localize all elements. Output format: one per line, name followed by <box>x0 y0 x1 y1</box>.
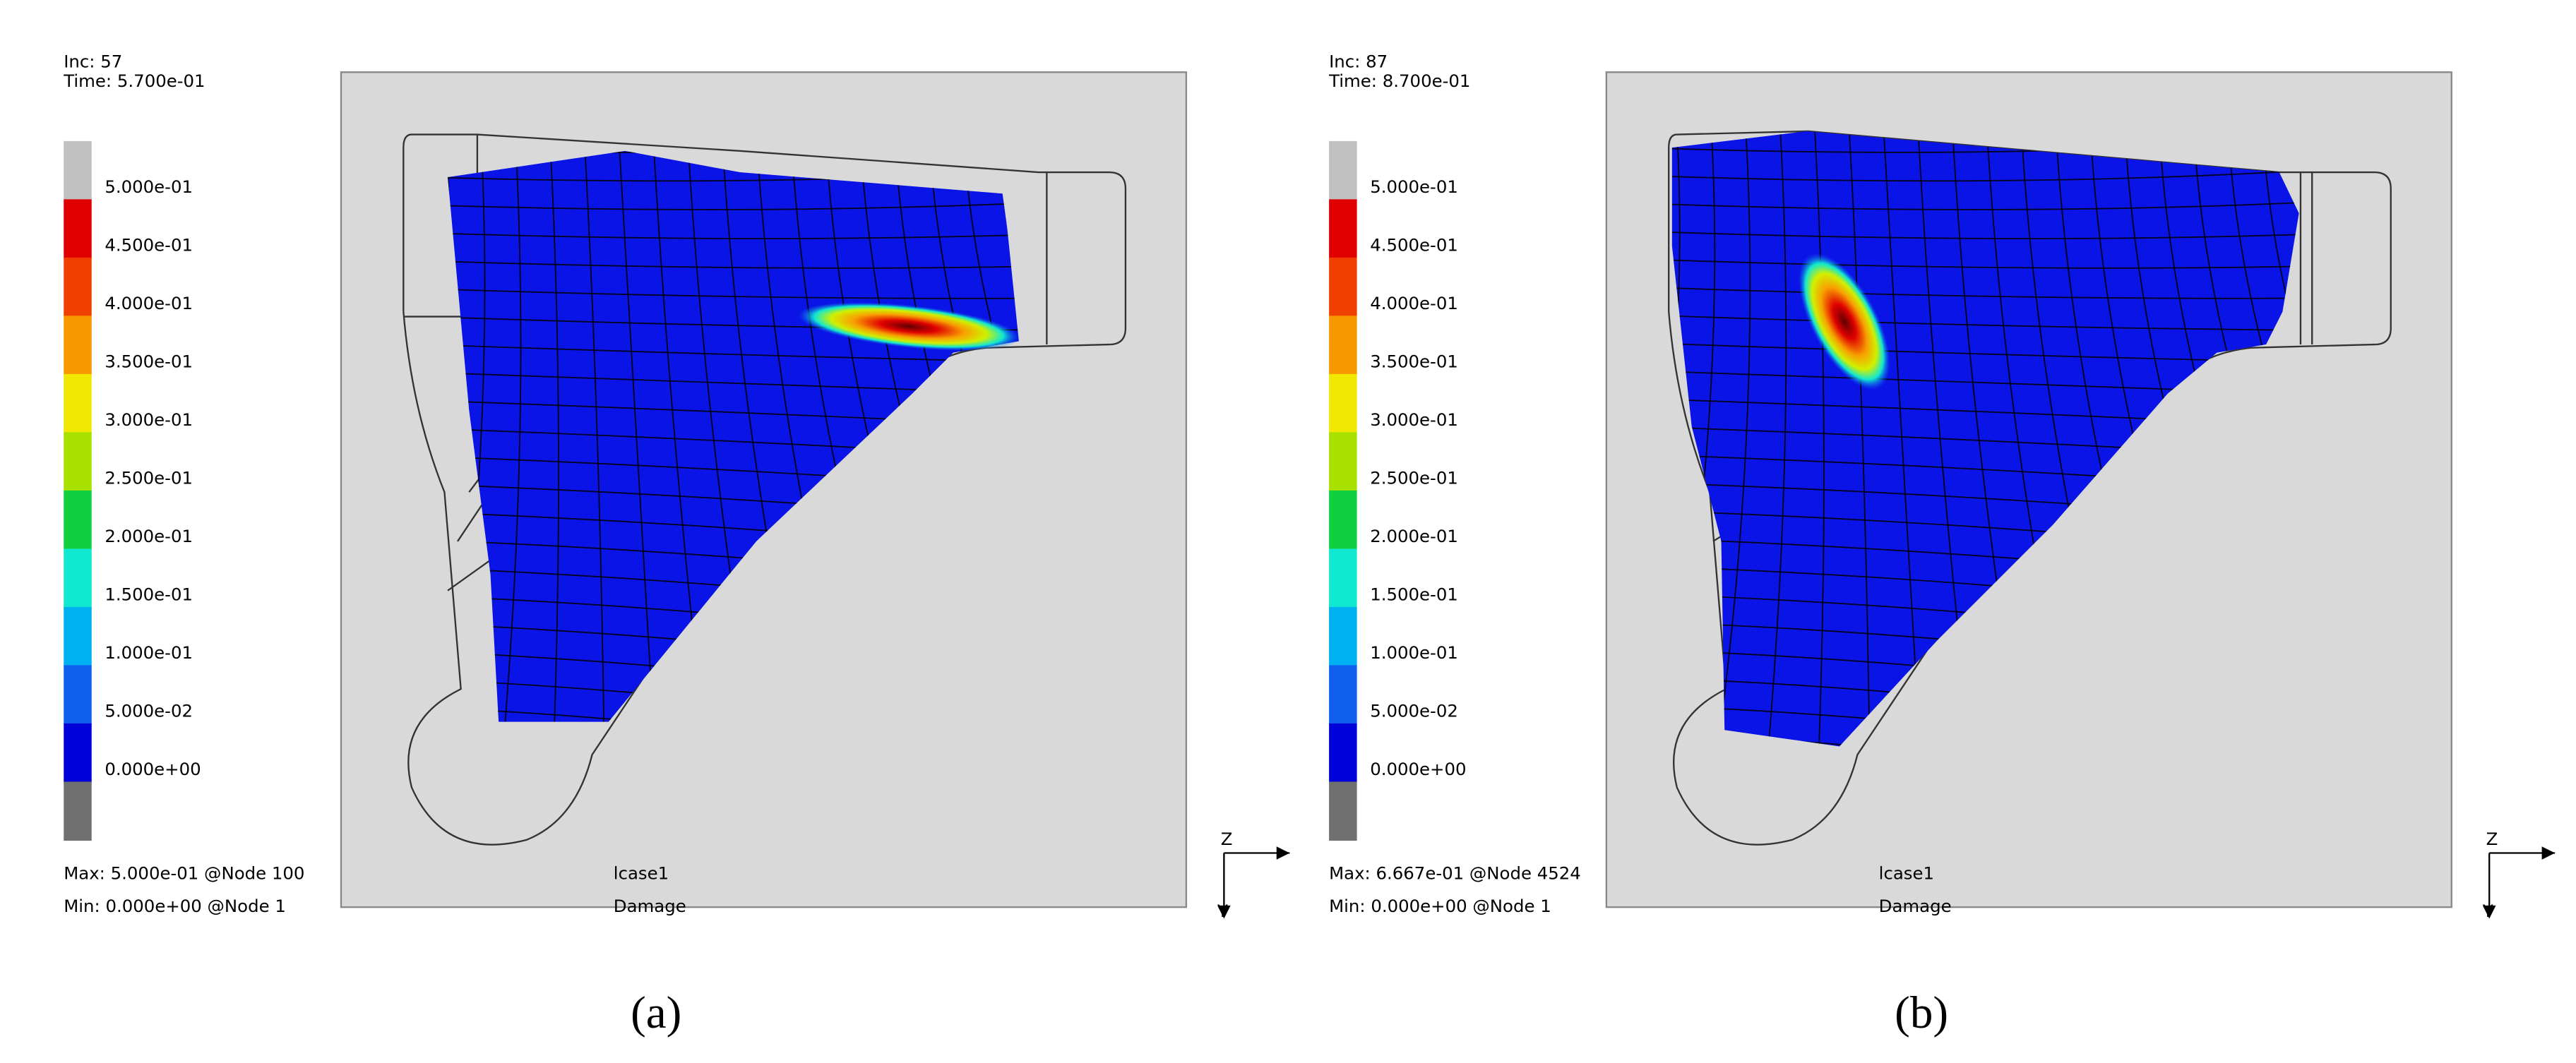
caption: (a) <box>631 987 681 1038</box>
legend-label: 2.500e-01 <box>105 468 193 488</box>
mesh-line <box>448 230 1019 239</box>
axis-z: Z <box>1221 829 1233 849</box>
legend-band <box>64 723 92 783</box>
mesh-line <box>1671 286 2299 299</box>
mesh-line <box>1671 258 2299 269</box>
legend-label: 1.000e-01 <box>105 642 193 663</box>
legend-label: 0.000e+00 <box>1370 759 1466 779</box>
damage-hotspot <box>797 302 1020 351</box>
legend-band <box>64 606 92 666</box>
legend-label: 1.500e-01 <box>1370 584 1458 605</box>
legend-label: 5.000e-01 <box>105 176 193 197</box>
variable: Damage <box>1879 896 1952 916</box>
mesh-line <box>1848 131 1871 747</box>
legend-label: 4.000e-01 <box>105 293 193 313</box>
legend-band <box>1329 665 1357 725</box>
legend-label: 2.000e-01 <box>1370 526 1458 546</box>
axis-y: Y <box>1217 901 1228 921</box>
mesh-line <box>583 150 605 722</box>
legend-label: 1.500e-01 <box>105 584 193 605</box>
mesh-line <box>1671 314 2299 331</box>
legend-band <box>1329 723 1357 783</box>
max-info: Max: 5.000e-01 @Node 100 <box>64 863 304 884</box>
legend-band <box>64 199 92 259</box>
legend-band <box>1329 140 1357 200</box>
mesh-line <box>1671 230 2299 239</box>
mesh-line <box>2262 131 2299 747</box>
time: Time: 5.700e-01 <box>63 71 205 91</box>
time: Time: 8.700e-01 <box>1328 71 1470 91</box>
legend-label: 5.000e-02 <box>105 701 193 721</box>
legend-label: 3.500e-01 <box>105 352 193 372</box>
legend-label: 2.500e-01 <box>1370 468 1458 488</box>
mesh-line <box>1671 131 1681 747</box>
variable: Damage <box>614 896 686 916</box>
legend-band <box>1329 606 1357 666</box>
legend-label: 3.000e-01 <box>105 409 193 430</box>
legend-label: 4.000e-01 <box>1370 293 1458 313</box>
legend-label: 2.000e-01 <box>105 526 193 546</box>
max-info: Max: 6.667e-01 @Node 4524 <box>1329 863 1581 884</box>
mesh-line <box>1765 131 1787 747</box>
damage-hotspot <box>1799 253 1890 390</box>
mesh-line <box>549 150 560 722</box>
load-case: lcase1 <box>1879 863 1934 884</box>
axis-y: Y <box>2482 901 2493 921</box>
mesh-line <box>448 286 1019 299</box>
axis-z: Z <box>2486 829 2498 849</box>
legend-band <box>64 257 92 317</box>
legend-band <box>64 140 92 200</box>
caption: (b) <box>1895 987 1948 1038</box>
legend-band <box>64 490 92 550</box>
min-info: Min: 0.000e+00 @Node 1 <box>1329 896 1551 916</box>
increment: Inc: 57 <box>64 51 122 71</box>
mesh-line <box>448 258 1019 269</box>
legend-label: 5.000e-01 <box>1370 176 1458 197</box>
arrow-head <box>1217 846 1290 919</box>
legend-label: 3.000e-01 <box>1370 409 1458 430</box>
legend-band <box>1329 199 1357 259</box>
legend-band <box>64 316 92 376</box>
min-info: Min: 0.000e+00 @Node 1 <box>64 896 286 916</box>
legend-band <box>1329 781 1357 841</box>
arrow-head <box>2482 846 2556 919</box>
legend-band <box>64 781 92 841</box>
increment: Inc: 87 <box>1329 51 1388 71</box>
legend-band <box>64 548 92 608</box>
legend-label: 4.500e-01 <box>1370 235 1458 256</box>
mesh-line <box>1714 131 1751 747</box>
legend-band <box>64 373 92 433</box>
legend-band <box>1329 257 1357 317</box>
legend-band <box>1329 373 1357 433</box>
mesh-line <box>962 150 1019 722</box>
legend-label: 0.000e+00 <box>105 759 201 779</box>
legend-band <box>1329 490 1357 550</box>
legend-band <box>1329 316 1357 376</box>
die-outline <box>1668 130 2392 846</box>
legend-band <box>64 432 92 492</box>
load-case: lcase1 <box>614 863 669 884</box>
legend-label: 3.500e-01 <box>1370 352 1458 372</box>
mesh-line <box>1814 131 1825 747</box>
legend-label: 4.500e-01 <box>105 235 193 256</box>
legend-band <box>1329 432 1357 492</box>
legend-band <box>1329 548 1357 608</box>
legend-band <box>64 665 92 725</box>
mesh-line <box>500 150 522 722</box>
legend-label: 1.000e-01 <box>1370 642 1458 663</box>
legend-label: 5.000e-02 <box>1370 701 1458 721</box>
